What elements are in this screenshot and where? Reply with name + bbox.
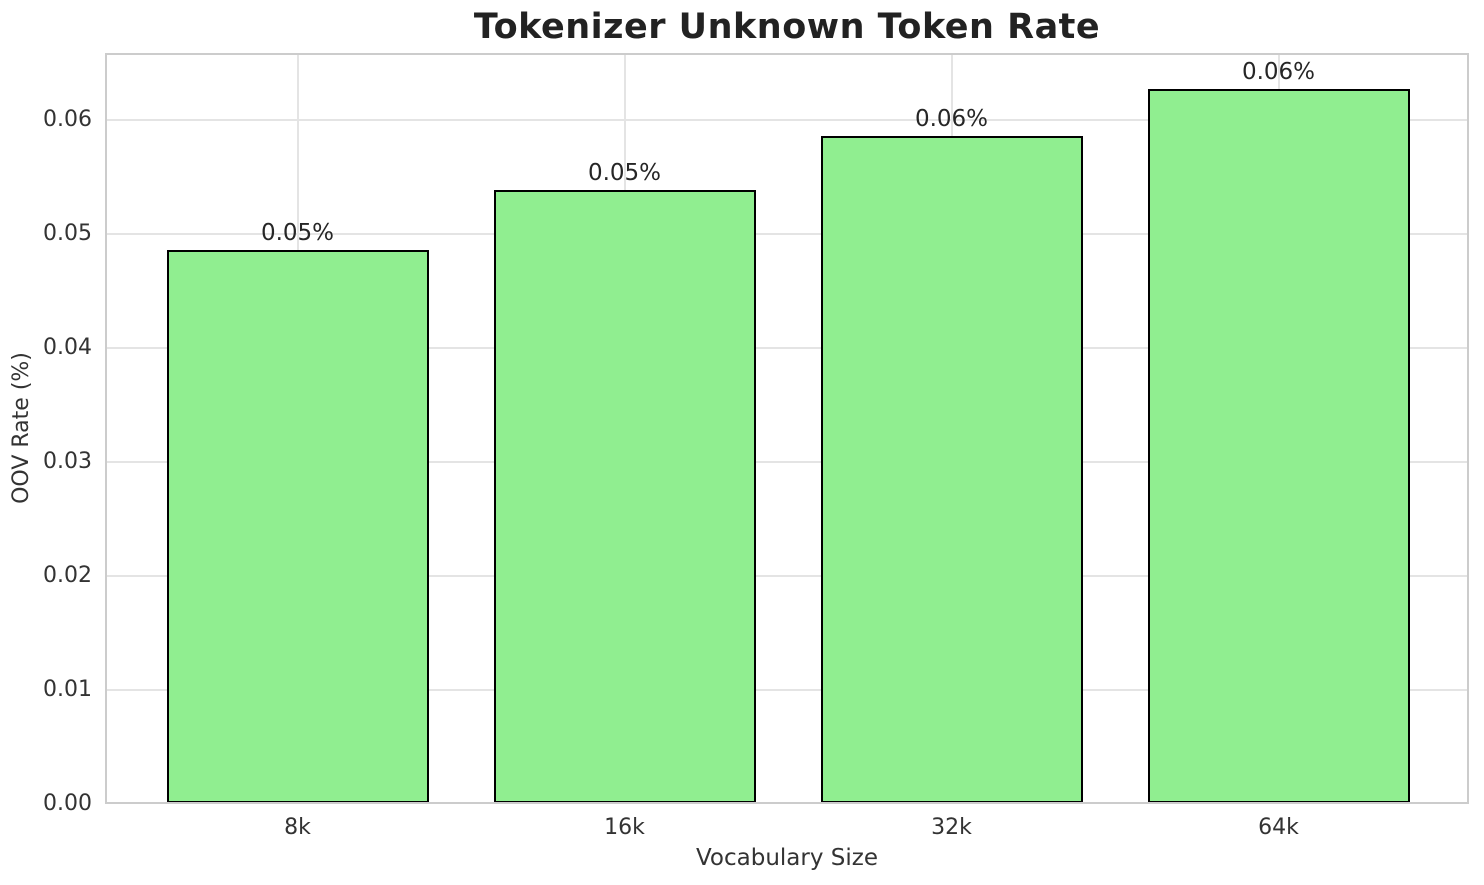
y-gridline [105,575,1469,578]
x-tick-label: 64k [1258,815,1299,840]
x-tick-label: 16k [604,815,645,840]
y-tick-label: 0.01 [43,677,92,703]
bar-value-label: 0.06% [914,106,989,133]
bar-32k [820,136,1083,803]
bar-8k [166,250,429,803]
bar-value-label: 0.05% [260,220,335,247]
y-tick-label: 0.02 [43,563,92,589]
y-gridline [105,119,1469,122]
bar-64k [1147,89,1410,803]
bar-value-label: 0.05% [587,159,662,186]
x-axis-label: Vocabulary Size [695,845,878,871]
y-tick-label: 0.03 [43,449,92,475]
y-axis-label: OOV Rate (%) [9,352,34,504]
y-tick-label: 0.06 [43,107,92,133]
y-tick-label: 0.05 [43,221,92,247]
y-tick-label: 0.00 [43,791,92,816]
y-tick-label: 0.04 [43,335,92,361]
y-gridline [105,461,1469,464]
bar-value-label: 0.06% [1241,59,1316,86]
bar-16k [493,189,756,803]
y-gridline [105,347,1469,350]
chart-title: Tokenizer Unknown Token Rate [473,7,1101,47]
y-gridline [105,233,1469,236]
y-gridline [105,689,1469,692]
x-tick-label: 8k [284,815,311,840]
x-tick-label: 32k [931,815,972,840]
